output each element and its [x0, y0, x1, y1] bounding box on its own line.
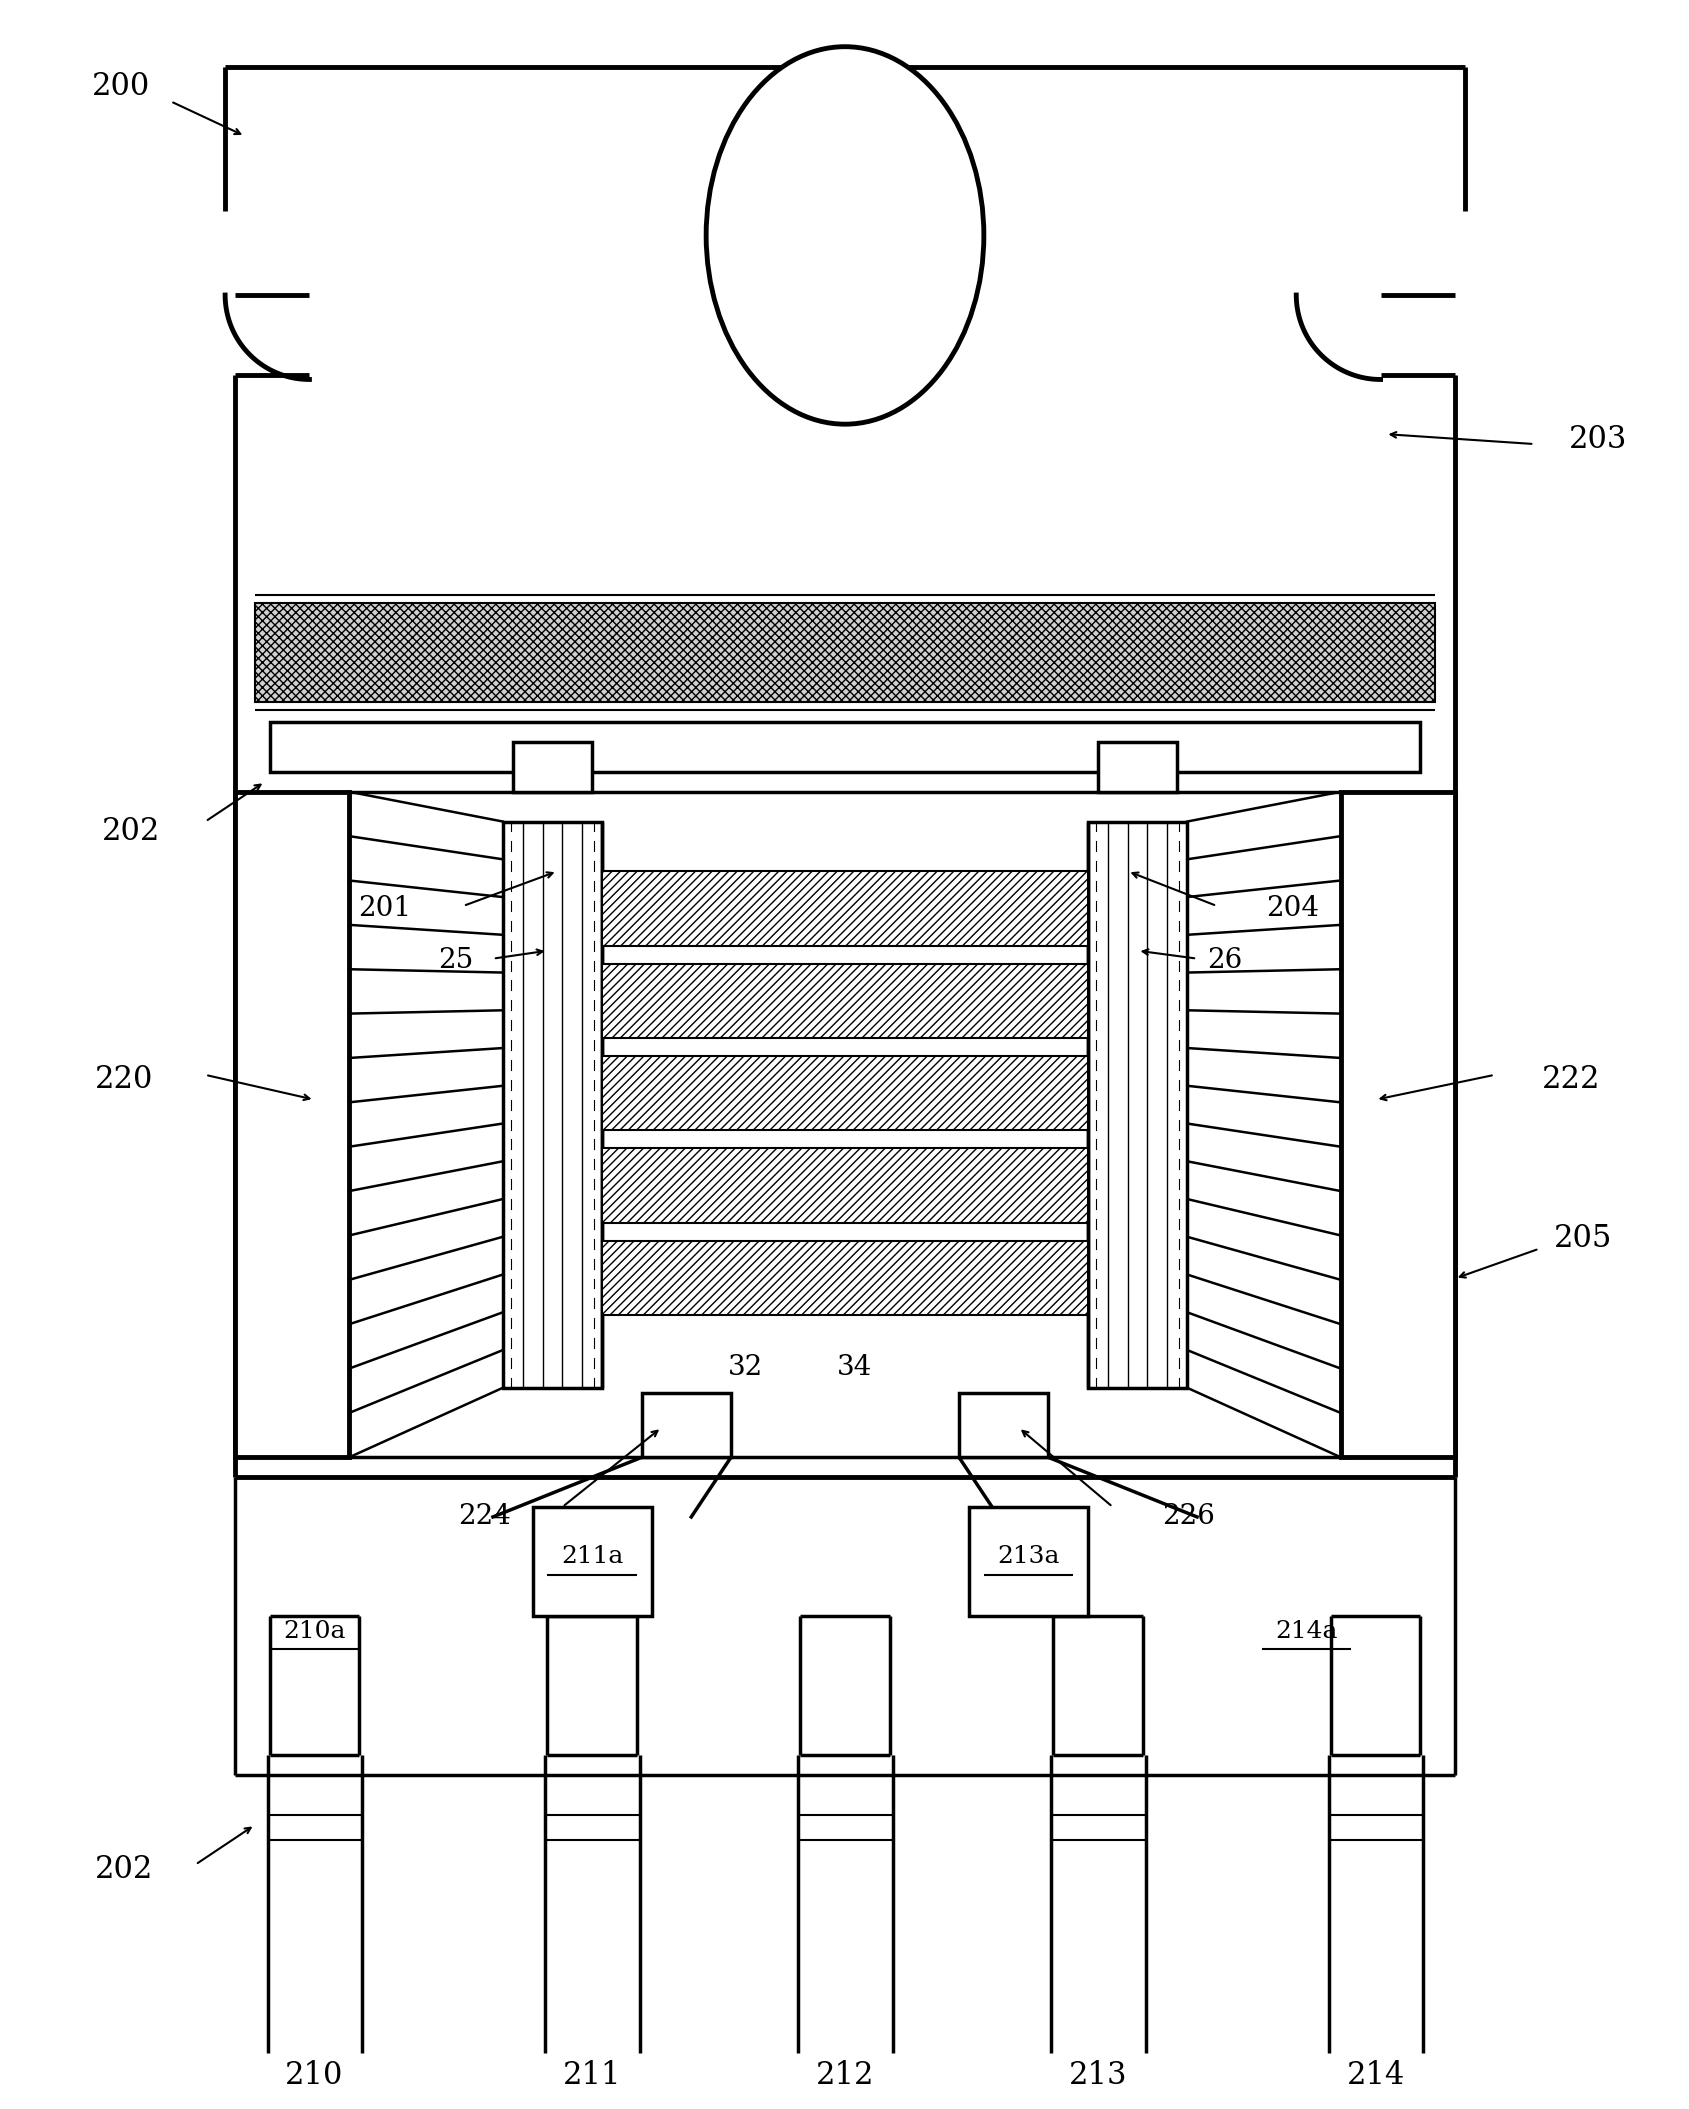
- Bar: [958, 1392, 1047, 1457]
- Bar: [235, 375, 1454, 1476]
- Bar: [601, 1057, 1088, 1130]
- Text: 34: 34: [836, 1354, 872, 1381]
- Bar: [601, 1149, 1088, 1223]
- Text: 25: 25: [437, 947, 473, 974]
- Bar: [601, 1240, 1088, 1316]
- Bar: [532, 1508, 652, 1615]
- Text: 213: 213: [1067, 2060, 1127, 2090]
- Text: 224: 224: [458, 1504, 510, 1531]
- Bar: [512, 742, 591, 791]
- Text: 210a: 210a: [284, 1620, 346, 1643]
- Text: 212: 212: [816, 2060, 873, 2090]
- Text: 26: 26: [1206, 947, 1241, 974]
- Text: 226: 226: [1162, 1504, 1214, 1531]
- Text: 211: 211: [562, 2060, 622, 2090]
- Bar: [1098, 742, 1177, 791]
- Bar: [601, 871, 1088, 945]
- Text: 204: 204: [1265, 896, 1319, 922]
- Text: 200: 200: [91, 72, 150, 101]
- Bar: [601, 964, 1088, 1038]
- Bar: [642, 1392, 731, 1457]
- Text: 201: 201: [358, 896, 412, 922]
- Text: 213a: 213a: [997, 1546, 1059, 1569]
- Bar: [968, 1508, 1088, 1615]
- Bar: [1339, 791, 1454, 1457]
- Text: 214a: 214a: [1274, 1620, 1336, 1643]
- Text: 205: 205: [1554, 1223, 1611, 1255]
- Text: 210: 210: [285, 2060, 343, 2090]
- Text: 220: 220: [95, 1065, 154, 1095]
- Text: 32: 32: [728, 1354, 763, 1381]
- Bar: [235, 791, 350, 1457]
- Text: 222: 222: [1542, 1065, 1599, 1095]
- Bar: [345, 791, 1344, 1457]
- Text: 202: 202: [103, 816, 160, 848]
- Bar: [270, 721, 1419, 772]
- Text: 203: 203: [1567, 424, 1627, 456]
- Text: 202: 202: [95, 1854, 154, 1885]
- Text: 214: 214: [1346, 2060, 1404, 2090]
- Bar: [1088, 823, 1186, 1388]
- Bar: [225, 67, 1464, 295]
- Text: 211a: 211a: [561, 1546, 623, 1569]
- Bar: [503, 823, 601, 1388]
- Ellipse shape: [706, 46, 983, 424]
- Bar: [255, 603, 1434, 702]
